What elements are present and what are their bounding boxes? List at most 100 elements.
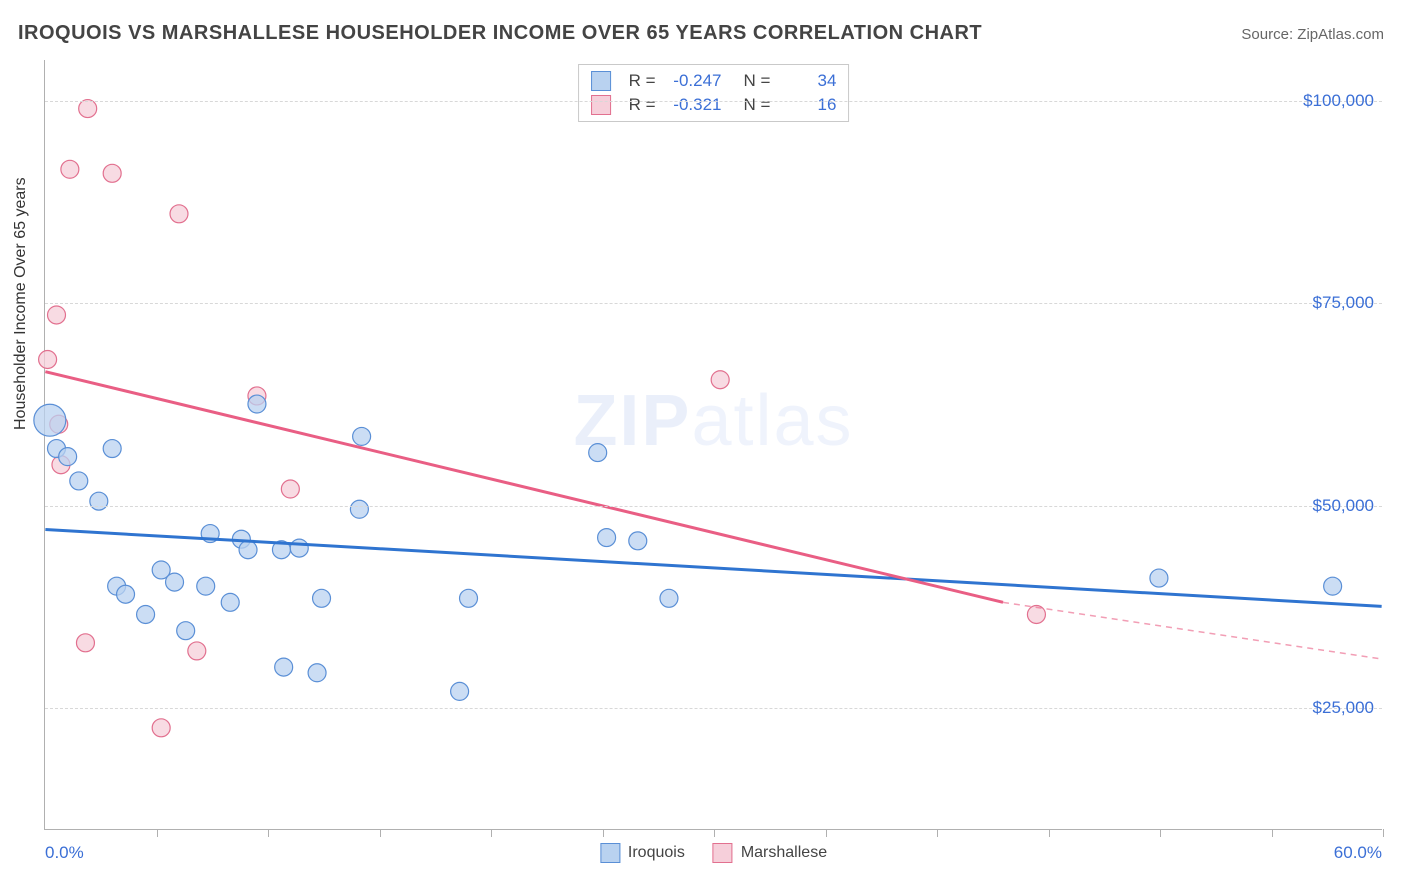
scatter-point bbox=[221, 593, 239, 611]
scatter-point bbox=[90, 492, 108, 510]
x-axis-min-label: 0.0% bbox=[45, 843, 84, 863]
scatter-point bbox=[76, 634, 94, 652]
scatter-point bbox=[79, 100, 97, 118]
stats-N-series1: 34 bbox=[780, 71, 836, 91]
x-tick bbox=[1049, 829, 1050, 837]
x-tick bbox=[1383, 829, 1384, 837]
scatter-point bbox=[629, 532, 647, 550]
legend-item-series2: Marshallese bbox=[713, 843, 827, 863]
scatter-point bbox=[313, 589, 331, 607]
x-tick bbox=[937, 829, 938, 837]
chart-title: IROQUOIS VS MARSHALLESE HOUSEHOLDER INCO… bbox=[18, 22, 982, 45]
legend-swatch-series1 bbox=[600, 843, 620, 863]
scatter-point bbox=[108, 577, 126, 595]
watermark: ZIPatlas bbox=[573, 380, 853, 462]
scatter-point bbox=[239, 541, 257, 559]
scatter-point bbox=[117, 585, 135, 603]
scatter-point bbox=[34, 404, 66, 436]
stats-N-label: N = bbox=[744, 71, 771, 91]
stats-R-label: R = bbox=[629, 71, 656, 91]
stats-row-series1: R = -0.247 N = 34 bbox=[587, 69, 841, 93]
scatter-point bbox=[52, 456, 70, 474]
scatter-point bbox=[1150, 569, 1168, 587]
scatter-point bbox=[170, 205, 188, 223]
scatter-point bbox=[281, 480, 299, 498]
scatter-point bbox=[350, 500, 368, 518]
regression-line bbox=[45, 372, 1003, 603]
scatter-point bbox=[50, 415, 68, 433]
scatter-point bbox=[248, 387, 266, 405]
stats-swatch-series2 bbox=[591, 95, 611, 115]
plot-area: ZIPatlas R = -0.247 N = 34 R = -0.321 N … bbox=[44, 60, 1382, 830]
y-tick-label: $50,000 bbox=[1313, 496, 1374, 516]
y-tick-label: $75,000 bbox=[1313, 293, 1374, 313]
scatter-point bbox=[166, 573, 184, 591]
source-link[interactable]: ZipAtlas.com bbox=[1297, 26, 1384, 43]
stats-R-series1: -0.247 bbox=[666, 71, 722, 91]
scatter-point bbox=[137, 606, 155, 624]
scatter-point bbox=[188, 642, 206, 660]
scatter-point bbox=[197, 577, 215, 595]
y-tick-label: $100,000 bbox=[1303, 91, 1374, 111]
scatter-point bbox=[248, 395, 266, 413]
scatter-point bbox=[48, 440, 66, 458]
scatter-point bbox=[70, 472, 88, 490]
scatter-point bbox=[711, 371, 729, 389]
gridline bbox=[45, 101, 1382, 102]
scatter-point bbox=[275, 658, 293, 676]
x-axis-max-label: 60.0% bbox=[1334, 843, 1382, 863]
y-axis-title: Householder Income Over 65 years bbox=[12, 177, 30, 430]
scatter-point bbox=[232, 530, 250, 548]
scatter-point bbox=[103, 440, 121, 458]
source-attribution: Source: ZipAtlas.com bbox=[1241, 26, 1384, 43]
watermark-thin: atlas bbox=[691, 381, 853, 461]
scatter-point bbox=[290, 539, 308, 557]
gridline bbox=[45, 303, 1382, 304]
scatter-point bbox=[152, 719, 170, 737]
scatter-point bbox=[177, 622, 195, 640]
scatter-point bbox=[61, 160, 79, 178]
stats-N-label: N = bbox=[744, 95, 771, 115]
legend-label-series2: Marshallese bbox=[741, 844, 827, 861]
x-tick bbox=[1272, 829, 1273, 837]
x-tick bbox=[603, 829, 604, 837]
regression-line bbox=[45, 529, 1381, 606]
watermark-bold: ZIP bbox=[573, 381, 691, 461]
scatter-point bbox=[460, 589, 478, 607]
scatter-point bbox=[152, 561, 170, 579]
legend-swatch-series2 bbox=[713, 843, 733, 863]
x-tick bbox=[714, 829, 715, 837]
stats-row-series2: R = -0.321 N = 16 bbox=[587, 93, 841, 117]
scatter-point bbox=[201, 525, 219, 543]
x-tick bbox=[826, 829, 827, 837]
x-tick bbox=[157, 829, 158, 837]
scatter-point bbox=[589, 444, 607, 462]
x-tick bbox=[380, 829, 381, 837]
x-tick bbox=[491, 829, 492, 837]
scatter-point bbox=[103, 164, 121, 182]
scatter-point bbox=[308, 664, 326, 682]
legend-bottom: Iroquois Marshallese bbox=[600, 843, 827, 863]
scatter-point bbox=[353, 427, 371, 445]
stats-R-series2: -0.321 bbox=[666, 95, 722, 115]
regression-extrapolate bbox=[1003, 602, 1382, 659]
stats-N-series2: 16 bbox=[780, 95, 836, 115]
x-tick bbox=[268, 829, 269, 837]
chart-container: IROQUOIS VS MARSHALLESE HOUSEHOLDER INCO… bbox=[0, 0, 1406, 892]
x-tick bbox=[1160, 829, 1161, 837]
scatter-point bbox=[660, 589, 678, 607]
stats-R-label: R = bbox=[629, 95, 656, 115]
scatter-point bbox=[48, 306, 66, 324]
scatter-point bbox=[1027, 606, 1045, 624]
y-tick-label: $25,000 bbox=[1313, 698, 1374, 718]
legend-item-series1: Iroquois bbox=[600, 843, 685, 863]
gridline bbox=[45, 708, 1382, 709]
scatter-point bbox=[39, 351, 57, 369]
stats-legend-box: R = -0.247 N = 34 R = -0.321 N = 16 bbox=[578, 64, 850, 122]
chart-svg bbox=[45, 60, 1382, 829]
legend-label-series1: Iroquois bbox=[628, 844, 685, 861]
scatter-point bbox=[1324, 577, 1342, 595]
scatter-point bbox=[59, 448, 77, 466]
gridline bbox=[45, 506, 1382, 507]
scatter-point bbox=[451, 682, 469, 700]
